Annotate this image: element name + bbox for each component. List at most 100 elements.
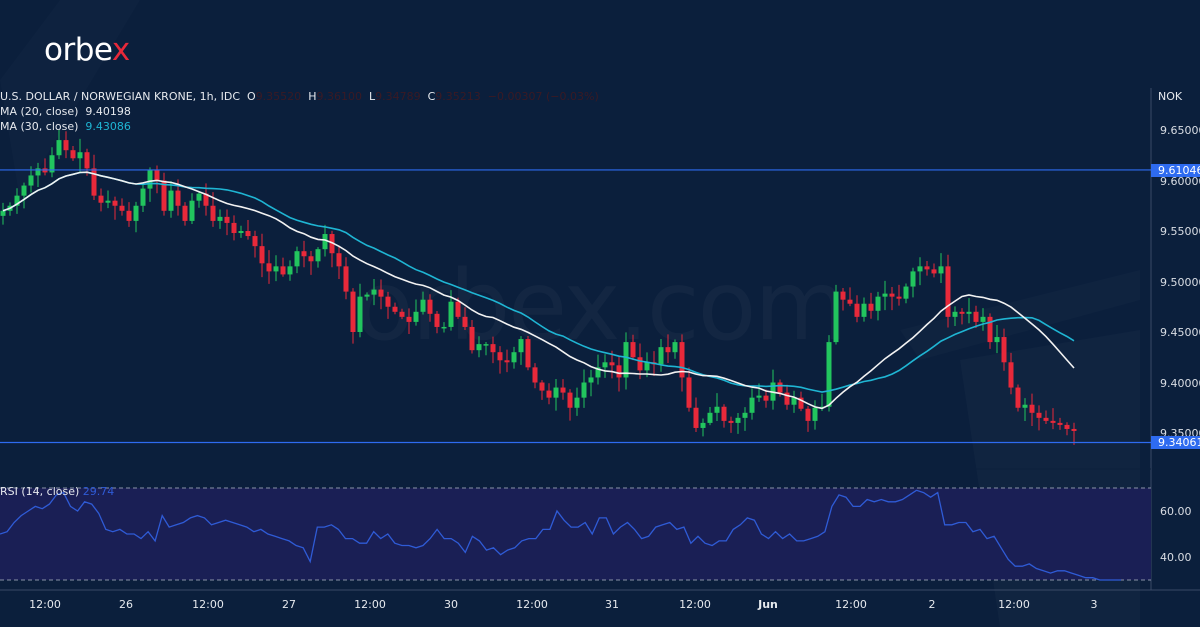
candle-body [966,311,972,314]
candle-body [217,216,223,221]
candle-body [749,397,755,413]
time-tick: 3 [1090,598,1098,611]
high-label: H [308,90,317,103]
candle-body [980,316,986,322]
candle-body [273,266,279,272]
candle-body [14,195,20,206]
price-tick: 9.50000 [1160,275,1200,289]
candle-body [868,303,874,311]
candle-body [126,210,132,221]
ma30-value: 9.43086 [85,120,131,133]
rsi-value: 29.74 [82,485,115,498]
close-label: C [427,90,436,103]
ma30-label: MA (30, close) [0,120,79,133]
candle-body [21,185,27,196]
candle-body [658,347,664,365]
price-tick: 9.40000 [1160,376,1200,390]
candle-body [119,205,125,211]
candle-body [203,193,209,206]
candle-body [1057,422,1063,425]
time-tick: 12:00 [516,598,548,611]
time-tick: 12:00 [679,598,711,611]
candle-body [28,175,34,186]
candle-body [462,316,468,327]
symbol-row: U.S. DOLLAR / NORWEGIAN KRONE, 1h, IDC O… [0,89,599,104]
candle-body [231,222,237,234]
candle-body [196,193,202,201]
candle-body [350,291,356,332]
candle-body [518,339,524,353]
low-label: L [368,90,376,103]
candle-body [343,266,349,292]
candle-body [546,390,552,398]
candle-body [756,395,762,398]
candle-body [567,392,573,408]
candle-body [357,296,363,332]
candle-body [686,377,692,408]
time-tick: 12:00 [29,598,61,611]
candle-body [504,360,510,363]
price-level-tag: 9.61046 [1151,163,1200,177]
candle-body [483,344,489,346]
candle-body [84,152,90,169]
candle-body [476,344,482,351]
candle-body [539,382,545,391]
candle-body [252,236,258,247]
candle-body [609,362,615,366]
ma20-line [2,171,1075,410]
candle-body [427,299,433,314]
candle-body [847,299,853,304]
candle-body [1050,420,1056,423]
candle-body [805,408,811,421]
ma20-row: MA (20, close) 9.40198 [0,104,599,119]
ma30-row: MA (30, close) 9.43086 [0,119,599,134]
candle-body [322,234,328,250]
rsi-tick-40: 40.00 [1160,551,1192,564]
candle-body [763,395,769,401]
ma20-label: MA (20, close) [0,105,79,118]
candle-body [679,342,685,378]
candle-body [945,266,951,317]
candle-body [385,296,391,307]
candle-body [448,301,454,327]
candle-body [833,291,839,343]
candle-body [280,266,286,275]
candle-body [1029,404,1035,413]
candle-body [532,367,538,383]
candle-body [294,251,300,267]
close-value: 9.35213 [435,90,481,103]
candle-body [798,397,804,409]
price-tick: 9.45000 [1160,326,1200,339]
candle-body [616,365,622,378]
candle-body [1015,387,1021,408]
price-tick: 9.60000 [1160,174,1200,188]
candle-body [98,195,104,203]
candle-body [728,420,734,423]
change-value: −0.00307 (−0.03%) [487,90,599,103]
time-tick: 30 [444,598,458,611]
candle-body [665,347,671,353]
candle-body [308,256,314,262]
candle-body [672,342,678,353]
candle-body [854,303,860,317]
candle-body [301,251,307,257]
candle-body [959,311,965,314]
candle-body [364,294,370,297]
candle-body [490,344,496,353]
candle-body [56,140,62,156]
time-tick: 31 [605,598,619,611]
candle-body [623,342,629,378]
rsi-band [0,488,1151,580]
candle-body [77,152,83,159]
candle-body [903,286,909,299]
low-value: 9.34789 [375,90,421,103]
open-label: O [247,90,256,103]
candle-body [875,296,881,311]
candle-body [588,377,594,383]
candle-body [1036,412,1042,418]
candle-body [917,266,923,272]
time-tick: Jun [758,598,778,611]
candle-body [154,170,160,181]
candle-body [1043,417,1049,421]
